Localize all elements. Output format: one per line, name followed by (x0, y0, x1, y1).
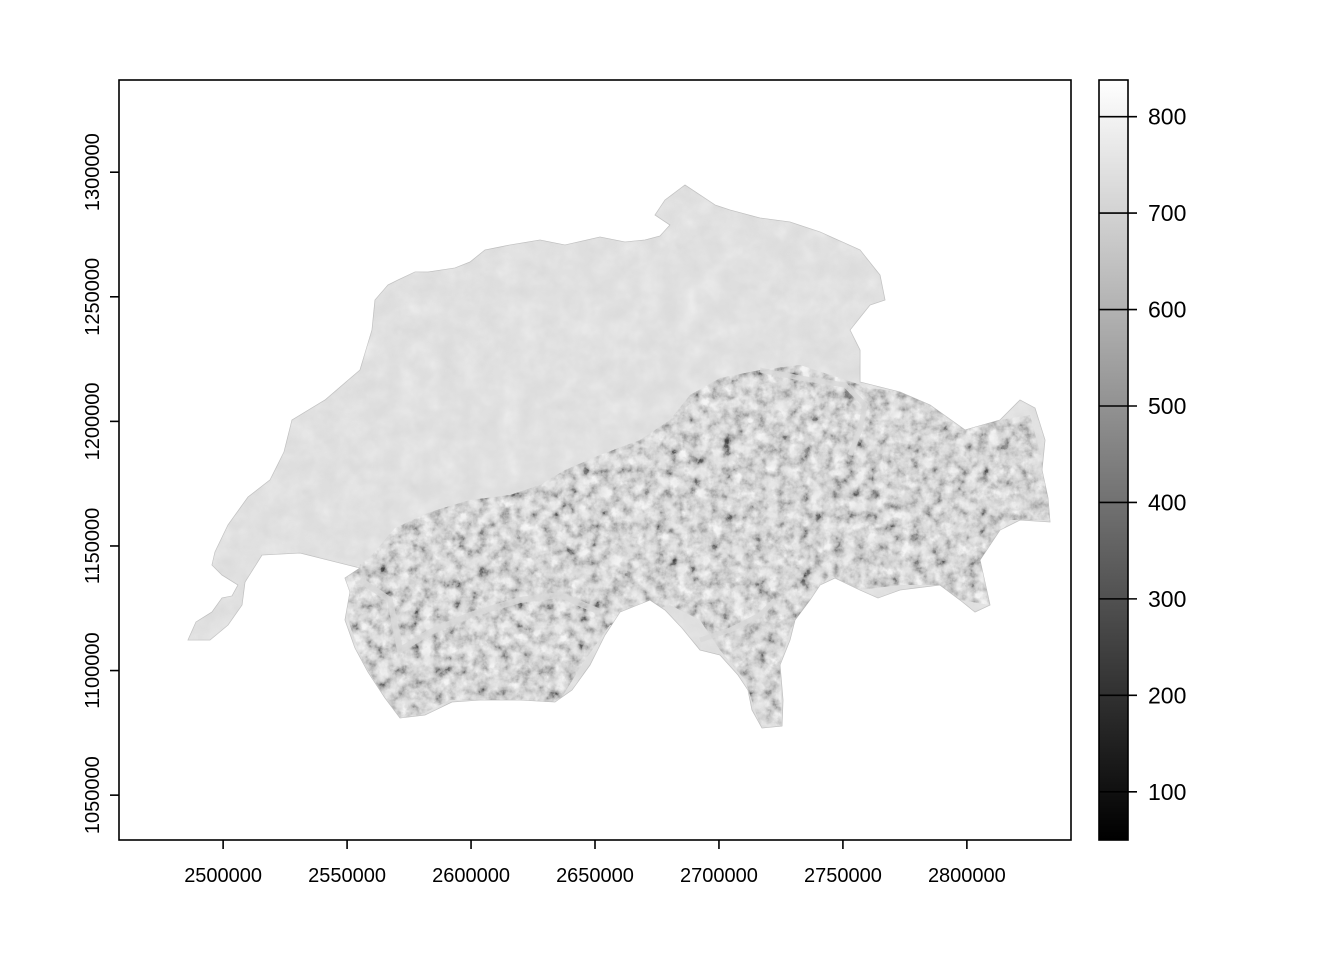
x-tick-label: 2700000 (680, 865, 758, 887)
colorbar-legend: 100 200 300 400 500 600 700 800 (1098, 79, 1186, 841)
colorbar-tick-label: 400 (1148, 489, 1186, 515)
y-tick-label: 1050000 (82, 756, 104, 834)
y-tick-label: 1150000 (82, 508, 104, 584)
y-axis: 1050000 1100000 1150000 1200000 1250000 13000… (82, 133, 119, 834)
x-tick-label: 2500000 (184, 865, 262, 887)
colorbar-tick-label: 700 (1148, 200, 1186, 226)
rhone-valley (358, 577, 602, 655)
colorbar-gradient (1098, 79, 1129, 841)
x-axis: 2500000 2550000 2600000 2650000 2700000 27500… (184, 840, 1006, 887)
colorbar-tick-label: 500 (1148, 393, 1186, 419)
x-tick-label: 2600000 (432, 865, 510, 887)
colorbar-tick-label: 600 (1148, 297, 1186, 323)
rhine-valley (759, 367, 868, 456)
y-tick-label: 1200000 (82, 382, 104, 460)
x-tick-label: 2800000 (928, 865, 1006, 887)
y-tick-label: 1250000 (82, 258, 104, 336)
ticino-valley (699, 598, 777, 643)
x-tick-label: 2650000 (556, 865, 634, 887)
colorbar-tick-label: 300 (1148, 586, 1186, 612)
colorbar-tick-label: 800 (1148, 104, 1186, 130)
y-tick-label: 1100000 (82, 632, 104, 708)
x-tick-label: 2750000 (804, 865, 882, 887)
colorbar-tick-label: 100 (1148, 779, 1186, 805)
colorbar-tick-label: 200 (1148, 682, 1186, 708)
x-tick-label: 2550000 (308, 865, 386, 887)
y-tick-label: 1300000 (82, 133, 104, 211)
